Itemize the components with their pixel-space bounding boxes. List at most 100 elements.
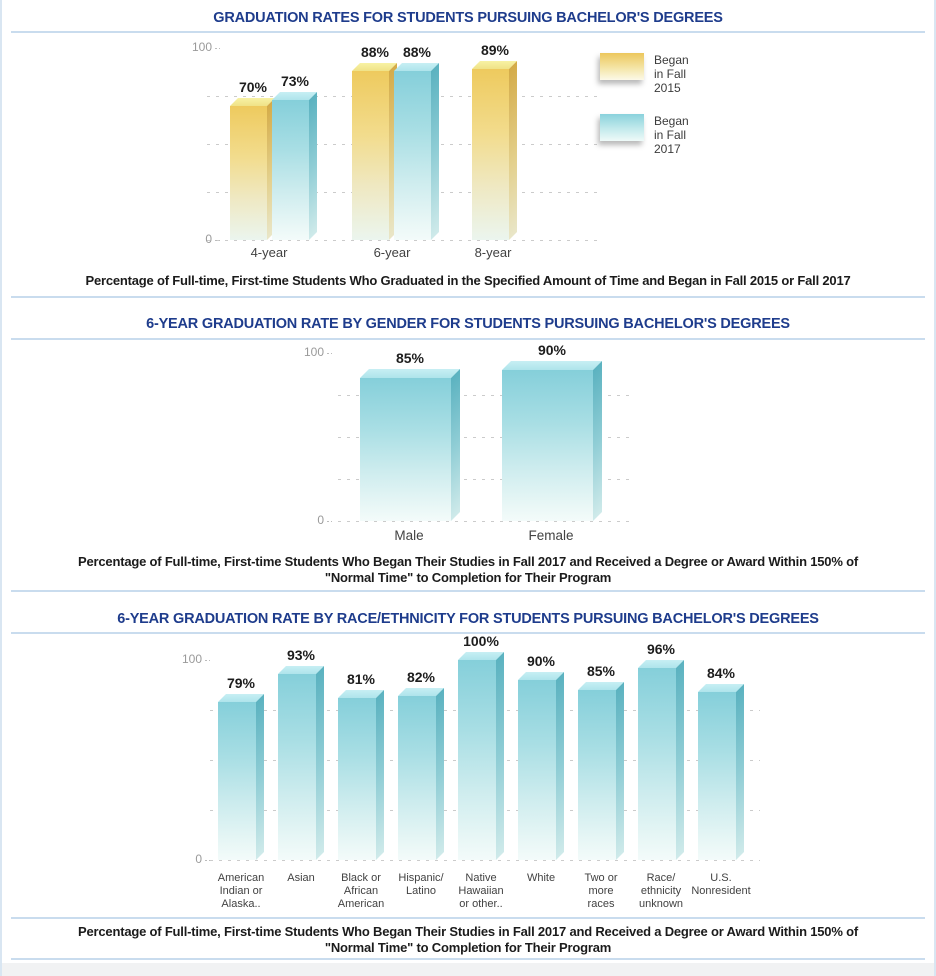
gridline xyxy=(338,437,630,438)
bar-side-face xyxy=(496,652,504,860)
bar-chart-race-ethnicity: 0 100 79% American Indian or Alaska.. 93% Asian… xyxy=(2,633,934,917)
bar-value-label: 85% xyxy=(395,350,425,366)
y-axis-tick-label: 100 xyxy=(303,345,324,359)
category-label: Black or African American xyxy=(337,872,385,910)
gridline xyxy=(338,479,630,480)
bar-6-year-began-in-fall-2015[interactable] xyxy=(352,63,397,240)
divider xyxy=(11,590,925,592)
caption-line: Percentage of Full-time, First-time Stud… xyxy=(85,273,851,288)
category-label: Hispanic/Latino xyxy=(398,872,444,897)
category-label: 6-year xyxy=(373,245,411,260)
chart-legend: Began in Fall 2015 Began in Fall 2017 xyxy=(600,53,689,175)
bar-value-label: 88% xyxy=(360,44,390,60)
y-axis-tick-label: 100 xyxy=(181,652,202,666)
category-label: Asian xyxy=(287,872,315,884)
chart-caption-graduation-rates: Percentage of Full-time, First-time Stud… xyxy=(12,273,924,289)
legend-label: Began in Fall 2015 xyxy=(654,53,689,95)
axis-tick xyxy=(215,48,220,49)
y-axis-tick-label: 0 xyxy=(205,232,212,246)
divider xyxy=(11,917,925,919)
bar-6-year-began-in-fall-2017[interactable] xyxy=(394,63,439,240)
category-label: Male xyxy=(394,528,424,543)
axis-tick xyxy=(327,353,332,354)
caption-line: "Normal Time" to Completion for Their Pr… xyxy=(324,940,612,955)
bar-hispanic-latino-6-year-graduation-rate[interactable] xyxy=(398,688,444,860)
bar-u-s-nonresident-6-year-graduation-rate[interactable] xyxy=(698,684,744,860)
bar-value-label: 89% xyxy=(480,42,510,58)
gridline xyxy=(338,521,630,522)
axis-tick xyxy=(327,521,332,522)
caption-line: Percentage of Full-time, First-time Stud… xyxy=(78,924,858,939)
bar-side-face xyxy=(256,694,264,860)
bar-side-face xyxy=(736,684,744,860)
chart-title-graduation-rates: GRADUATION RATES FOR STUDENTS PURSUING B… xyxy=(213,10,723,26)
bar-side-face xyxy=(309,92,317,240)
bar-value-label: 88% xyxy=(402,44,432,60)
y-axis-tick-label: 0 xyxy=(317,513,324,527)
bar-top-face xyxy=(360,369,460,378)
divider xyxy=(11,958,925,960)
bar-side-face xyxy=(556,672,564,860)
bar-4-year-began-in-fall-2015[interactable] xyxy=(230,98,275,240)
bar-value-label: 90% xyxy=(526,653,556,669)
divider xyxy=(11,31,925,33)
chart-caption-race-ethnicity: Percentage of Full-time, First-time Stud… xyxy=(12,924,924,956)
caption-line: Percentage of Full-time, First-time Stud… xyxy=(78,554,858,569)
bar-race-ethnicity-unknown-6-year-graduation-rate[interactable] xyxy=(638,660,684,860)
bar-value-label: 90% xyxy=(537,342,567,358)
axis-tick xyxy=(205,660,210,661)
legend-swatch-cyan[interactable] xyxy=(600,114,644,141)
divider xyxy=(11,338,925,340)
legend-item: Began in Fall 2015 xyxy=(600,53,689,95)
bar-value-label: 85% xyxy=(586,663,616,679)
category-label: Native Hawaiian or other.. xyxy=(458,872,504,910)
divider xyxy=(11,632,925,634)
bar-value-label: 70% xyxy=(238,79,268,95)
gridline xyxy=(210,860,760,861)
bar-value-label: 96% xyxy=(646,641,676,657)
bar-chart-gender: 0 100 85% Male 90% Female xyxy=(2,340,934,552)
axis-tick xyxy=(205,860,210,861)
bar-side-face xyxy=(316,666,324,860)
bar-value-label: 100% xyxy=(463,633,499,649)
bar-value-label: 73% xyxy=(280,73,310,89)
legend-swatch-yellow[interactable] xyxy=(600,53,644,80)
y-axis-tick-label: 0 xyxy=(195,852,202,866)
category-label: Two or more races xyxy=(584,872,618,910)
bar-female-6-year-graduation-rate[interactable] xyxy=(502,361,602,521)
caption-line: "Normal Time" to Completion for Their Pr… xyxy=(324,570,612,585)
bar-value-label: 84% xyxy=(706,665,736,681)
bar-side-face xyxy=(451,369,460,521)
divider xyxy=(11,296,925,298)
bar-side-face xyxy=(509,61,517,240)
bar-8-year-began-in-fall-2015[interactable] xyxy=(472,61,517,240)
bar-side-face xyxy=(593,361,602,521)
bar-side-face xyxy=(676,660,684,860)
bar-native-hawaiian-or-other-6-year-graduation-rate[interactable] xyxy=(458,652,504,860)
bar-white-6-year-graduation-rate[interactable] xyxy=(518,672,564,860)
category-label: White xyxy=(526,872,556,884)
bar-side-face xyxy=(436,688,444,860)
bar-value-label: 93% xyxy=(286,647,316,663)
category-label: Female xyxy=(528,528,574,543)
legend-label: Began in Fall 2017 xyxy=(654,114,689,156)
bar-black-or-african-american-6-year-graduation-rate[interactable] xyxy=(338,690,384,860)
bar-male-6-year-graduation-rate[interactable] xyxy=(360,369,460,521)
grouped-bar-chart-graduation-rates: 0 100 70% 73% 4-year 88% 88% 6-year 89% 8-year Beg… xyxy=(2,33,934,265)
axis-tick xyxy=(215,240,220,241)
bar-side-face xyxy=(616,682,624,860)
bar-value-label: 82% xyxy=(406,669,436,685)
gridline xyxy=(338,395,630,396)
bar-value-label: 81% xyxy=(346,671,376,687)
next-section-edge xyxy=(2,963,934,976)
bar-4-year-began-in-fall-2017[interactable] xyxy=(272,92,317,240)
bar-side-face xyxy=(376,690,384,860)
y-axis-tick-label: 100 xyxy=(191,40,212,54)
bar-american-indian-or-alaska-6-year-graduation-rate[interactable] xyxy=(218,694,264,860)
legend-item: Began in Fall 2017 xyxy=(600,114,689,156)
chart-caption-gender: Percentage of Full-time, First-time Stud… xyxy=(12,554,924,586)
category-label: Race/ethnicity unknown xyxy=(638,872,684,910)
bar-two-or-more-races-6-year-graduation-rate[interactable] xyxy=(578,682,624,860)
category-label: 4-year xyxy=(250,245,288,260)
bar-asian-6-year-graduation-rate[interactable] xyxy=(278,666,324,860)
